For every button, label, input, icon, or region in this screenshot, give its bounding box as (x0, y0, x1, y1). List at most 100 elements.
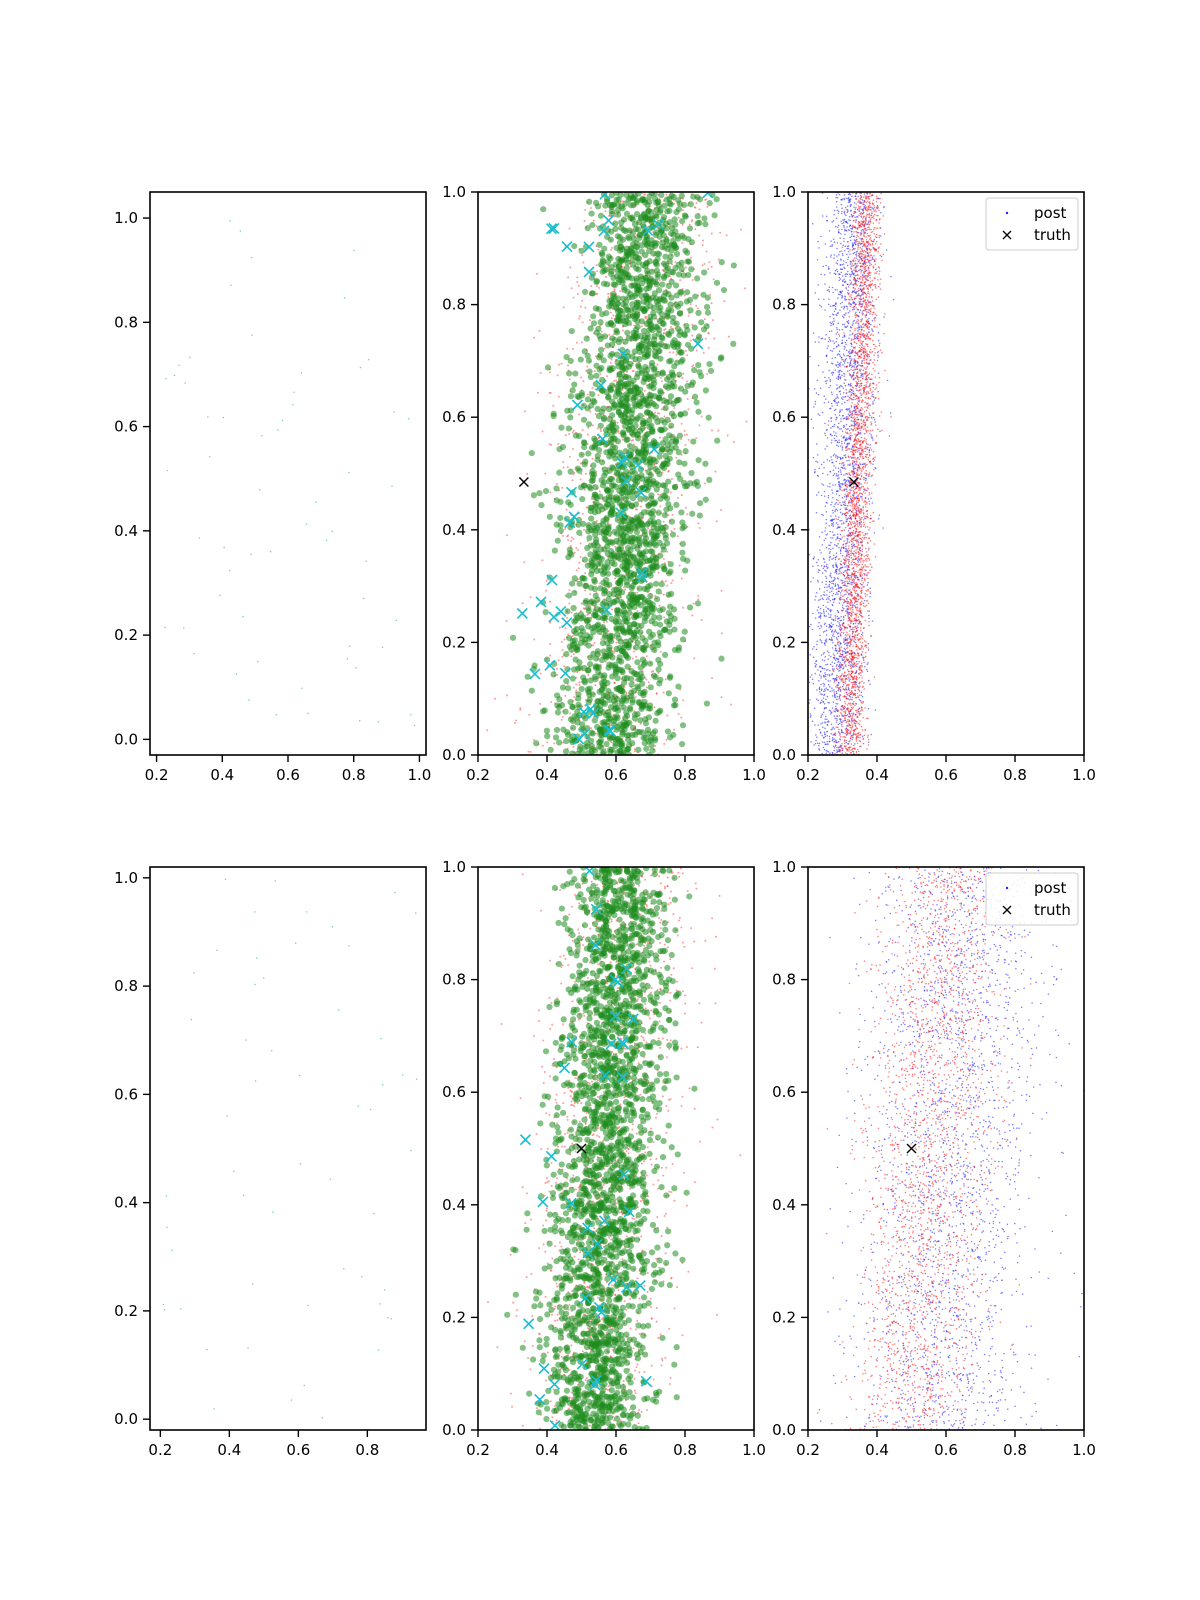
data-point (850, 213, 853, 216)
data-point (581, 482, 588, 489)
data-point (820, 306, 823, 308)
data-point (632, 650, 635, 653)
data-point (407, 418, 410, 420)
cross-point (578, 706, 590, 718)
data-point (710, 232, 713, 235)
data-point (684, 444, 687, 447)
data-point (633, 431, 641, 439)
data-point (549, 491, 552, 494)
data-point (816, 640, 818, 643)
data-point (673, 250, 681, 258)
data-point (315, 501, 317, 503)
data-point (563, 638, 566, 641)
data-point (586, 433, 589, 436)
data-point (841, 290, 844, 293)
data-point (659, 281, 666, 288)
data-point (678, 564, 681, 567)
data-point (851, 410, 854, 413)
data-point (647, 592, 654, 600)
data-point (574, 719, 581, 726)
data-point (702, 351, 705, 354)
data-point (826, 721, 829, 723)
data-point (595, 732, 598, 735)
data-point (826, 741, 829, 743)
data-point (301, 687, 303, 689)
data-point (816, 494, 818, 496)
cross-point (559, 667, 571, 679)
data-point (666, 258, 673, 265)
data-point (719, 231, 722, 234)
data-point (825, 583, 827, 586)
data-point (666, 207, 673, 214)
data-point (655, 509, 662, 516)
data-point (258, 488, 261, 491)
data-point (680, 494, 683, 497)
data-point (600, 579, 607, 586)
data-point (837, 297, 839, 299)
data-point (643, 745, 650, 752)
data-point (675, 206, 683, 213)
data-point (632, 612, 639, 619)
data-point (654, 370, 662, 378)
data-point (631, 470, 639, 477)
data-point (630, 475, 637, 482)
data-point (842, 632, 845, 634)
x-tick-label: 0.8 (342, 766, 366, 784)
data-point (624, 629, 631, 636)
data-point (836, 326, 838, 329)
data-point (610, 741, 613, 744)
data-point (648, 268, 656, 275)
data-point (846, 306, 848, 308)
data-point (816, 643, 818, 646)
data-point (587, 504, 594, 511)
data-point (600, 430, 603, 433)
data-point (569, 712, 572, 715)
data-point (821, 337, 824, 339)
data-point (676, 331, 683, 339)
data-point (633, 528, 641, 536)
cross-point (642, 224, 654, 236)
data-point (580, 439, 588, 446)
data-point (573, 696, 576, 699)
data-point (587, 673, 590, 676)
data-point (632, 731, 639, 738)
data-point (616, 747, 624, 755)
data-point (549, 654, 552, 657)
data-point (662, 436, 669, 443)
data-point (184, 382, 186, 384)
cross-point (564, 517, 576, 529)
data-point (826, 289, 829, 292)
data-point (841, 301, 843, 304)
data-point (644, 605, 651, 612)
data-point (598, 286, 601, 289)
data-point (812, 656, 815, 658)
data-point (572, 686, 575, 689)
cross-point (597, 433, 609, 445)
data-point (675, 353, 678, 356)
data-point (552, 404, 555, 407)
data-point (868, 261, 870, 264)
data-point (619, 429, 627, 436)
data-point (566, 347, 569, 350)
data-point (808, 625, 811, 628)
data-point (851, 233, 853, 236)
data-point (634, 415, 641, 422)
data-point (620, 226, 628, 234)
data-point (831, 647, 834, 649)
data-point (592, 305, 599, 312)
data-point (819, 607, 822, 610)
data-point (836, 328, 839, 331)
data-point (868, 614, 870, 617)
data-point (355, 667, 357, 669)
data-point (692, 293, 699, 300)
data-point (621, 284, 628, 291)
data-point (638, 673, 646, 681)
data-point (833, 518, 835, 520)
data-point (548, 391, 551, 394)
data-point (831, 582, 833, 585)
data-point (663, 616, 666, 619)
data-point (575, 521, 582, 528)
data-point (818, 616, 820, 618)
data-point (844, 228, 846, 231)
data-point (576, 664, 583, 671)
